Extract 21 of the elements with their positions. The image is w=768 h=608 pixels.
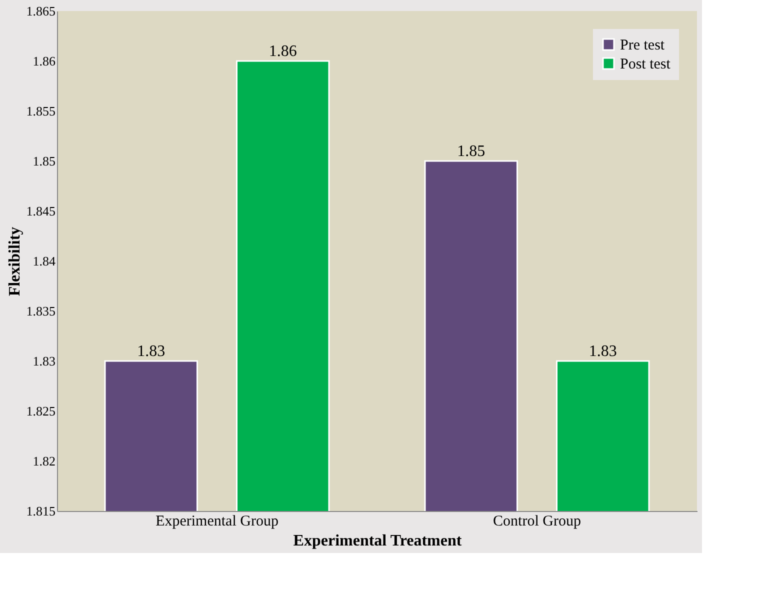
y-tick-label: 1.815 <box>26 504 56 518</box>
y-tick-label: 1.86 <box>32 54 56 68</box>
data-label: 1.83 <box>588 343 617 360</box>
y-tick-label: 1.83 <box>32 354 56 368</box>
x-axis-title: Experimental Treatment <box>293 532 462 550</box>
x-tick-label: Experimental Group <box>156 514 278 530</box>
y-tick-label: 1.835 <box>26 304 56 318</box>
y-axis-title: Flexibility <box>6 226 24 296</box>
y-tick-label: 1.845 <box>26 204 56 218</box>
y-tick-label: 1.82 <box>32 454 56 468</box>
y-tick-label: 1.84 <box>32 254 56 268</box>
y-tick-label: 1.865 <box>26 4 56 18</box>
y-tick-label: 1.85 <box>32 154 56 168</box>
y-tick-label: 1.855 <box>26 104 56 118</box>
legend-label: Pre test <box>620 38 666 54</box>
data-label: 1.83 <box>137 343 166 360</box>
x-tick-label: Control Group <box>493 514 581 530</box>
data-label: 1.85 <box>457 143 486 160</box>
data-label: 1.86 <box>268 43 297 60</box>
y-tick-label: 1.825 <box>26 404 56 418</box>
legend-label: Post test <box>620 56 672 72</box>
